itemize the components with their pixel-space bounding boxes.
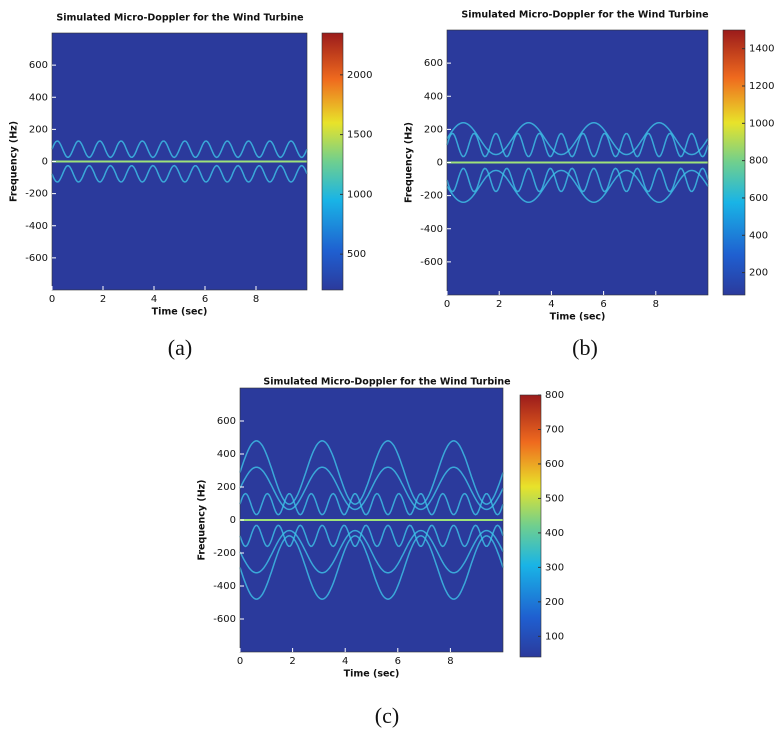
y-tick-label: 0: [437, 158, 443, 169]
colorbar-tick-label: 1000: [749, 118, 774, 129]
trace: [239, 440, 504, 505]
x-tick-label: 4: [151, 294, 157, 305]
colorbar-tick-label: 500: [545, 493, 564, 504]
panel-caption: (c): [375, 703, 399, 728]
y-tick-label: -200: [25, 189, 48, 200]
colorbar-tick-label: 200: [545, 597, 564, 608]
y-tick-label: 600: [424, 58, 443, 69]
chart-title: Simulated Micro-Doppler for the Wind Tur…: [263, 377, 510, 388]
trace: [239, 535, 504, 600]
y-axis-label: Frequency (Hz): [9, 121, 20, 202]
y-tick-label: 200: [29, 124, 48, 135]
x-tick-label: 8: [447, 656, 453, 667]
colorbar-tick-label: 400: [749, 230, 768, 241]
y-tick-label: 400: [217, 449, 236, 460]
trace: [51, 164, 308, 183]
colorbar: [519, 394, 542, 658]
trace: [446, 122, 709, 156]
colorbar-tick-label: 400: [545, 528, 564, 539]
panel-caption: (a): [168, 335, 192, 360]
colorbar-tick-label: 100: [545, 631, 564, 642]
colorbar: [321, 32, 344, 291]
colorbar-tick-label: 600: [749, 193, 768, 204]
colorbar-tick-label: 800: [749, 156, 768, 167]
y-tick-label: 0: [42, 157, 48, 168]
x-tick-label: 4: [342, 656, 348, 667]
x-tick-label: 4: [548, 299, 554, 310]
colorbar-tick-label: 1400: [749, 44, 774, 55]
chart-title: Simulated Micro-Doppler for the Wind Tur…: [461, 10, 708, 21]
x-tick-label: 2: [289, 656, 295, 667]
x-tick-label: 0: [237, 656, 243, 667]
x-tick-label: 6: [202, 294, 208, 305]
y-tick-label: 600: [217, 416, 236, 427]
y-tick-label: 200: [424, 124, 443, 135]
colorbar-tick-label: 300: [545, 562, 564, 573]
x-tick-label: 2: [100, 294, 106, 305]
trace: [239, 529, 504, 574]
y-axis-label: Frequency (Hz): [404, 122, 415, 203]
trace: [239, 466, 504, 511]
x-tick-label: 8: [253, 294, 259, 305]
x-axis-label: Time (sec): [152, 307, 208, 318]
y-tick-label: 400: [29, 92, 48, 103]
colorbar-tick-label: 500: [347, 249, 366, 260]
trace: [446, 169, 709, 203]
x-axis-label: Time (sec): [344, 669, 400, 680]
colorbar-tick-label: 1200: [749, 81, 774, 92]
y-tick-label: 600: [29, 60, 48, 71]
x-axis-label: Time (sec): [550, 312, 606, 323]
y-tick-label: -200: [213, 548, 236, 559]
trace: [239, 492, 504, 516]
x-tick-label: 0: [49, 294, 55, 305]
x-tick-label: 0: [444, 299, 450, 310]
y-tick-label: -600: [213, 614, 236, 625]
colorbar-tick-label: 800: [545, 390, 564, 401]
chart-title: Simulated Micro-Doppler for the Wind Tur…: [56, 13, 303, 24]
y-tick-label: -200: [420, 191, 443, 202]
panel-caption: (b): [572, 335, 598, 360]
y-tick-label: -400: [25, 221, 48, 232]
colorbar-tick-label: 600: [545, 459, 564, 470]
y-tick-label: -600: [420, 257, 443, 268]
trace: [446, 132, 709, 158]
trace: [239, 524, 504, 548]
y-axis-label: Frequency (Hz): [197, 479, 208, 560]
y-tick-label: -400: [420, 224, 443, 235]
colorbar-tick-label: 700: [545, 424, 564, 435]
colorbar-tick-label: 200: [749, 268, 768, 279]
colorbar-tick-label: 2000: [347, 70, 372, 81]
y-tick-label: 200: [217, 482, 236, 493]
y-tick-label: -400: [213, 581, 236, 592]
x-tick-label: 6: [395, 656, 401, 667]
x-tick-label: 8: [653, 299, 659, 310]
x-tick-label: 2: [496, 299, 502, 310]
y-tick-label: -600: [25, 253, 48, 264]
trace: [51, 140, 308, 159]
x-tick-label: 6: [600, 299, 606, 310]
y-tick-label: 400: [424, 91, 443, 102]
y-tick-label: 0: [230, 515, 236, 526]
trace: [446, 167, 709, 193]
colorbar-tick-label: 1000: [347, 189, 372, 200]
colorbar: [722, 29, 746, 296]
colorbar-tick-label: 1500: [347, 130, 372, 141]
